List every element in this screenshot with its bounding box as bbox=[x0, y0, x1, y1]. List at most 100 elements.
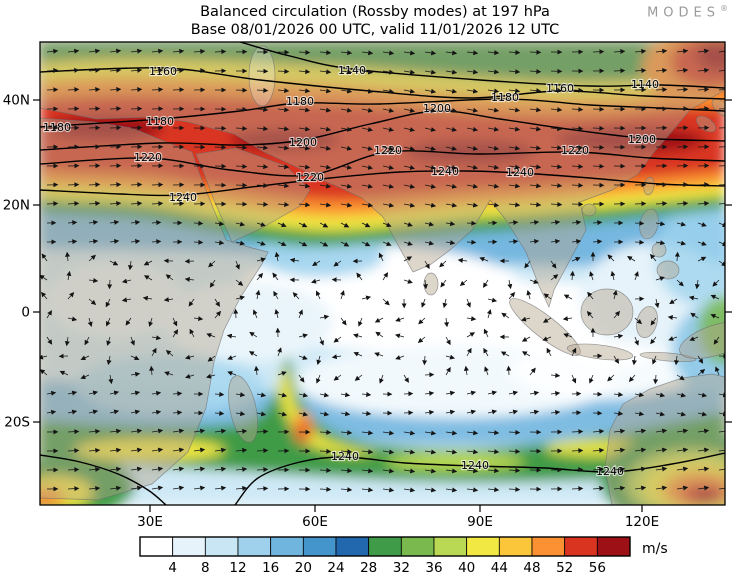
wind-arrow bbox=[340, 145, 353, 151]
wind-arrow bbox=[256, 257, 266, 263]
wind-arrow bbox=[508, 239, 519, 245]
wind-arrow bbox=[235, 447, 248, 453]
wind-arrow bbox=[613, 392, 624, 397]
wind-arrow bbox=[80, 355, 90, 361]
wind-arrow bbox=[563, 333, 573, 338]
wind-arrow bbox=[650, 336, 657, 345]
wind-arrow bbox=[382, 487, 395, 493]
colorbar-tick-label: 12 bbox=[229, 560, 246, 574]
wind-arrow bbox=[340, 202, 353, 208]
wind-arrow bbox=[697, 466, 710, 472]
wind-arrow bbox=[697, 256, 707, 262]
wind-arrow bbox=[121, 278, 132, 284]
wind-arrow bbox=[130, 182, 143, 188]
wind-arrow bbox=[46, 48, 59, 54]
wind-arrow bbox=[483, 347, 489, 357]
wind-arrow bbox=[193, 239, 204, 245]
wind-arrow bbox=[353, 333, 363, 339]
wind-arrow bbox=[508, 183, 521, 189]
wind-arrow bbox=[256, 145, 269, 151]
wind-arrow bbox=[550, 274, 559, 281]
wind-arrow bbox=[676, 485, 689, 491]
wind-arrow bbox=[214, 447, 227, 453]
wind-arrow bbox=[80, 374, 90, 380]
wind-arrow bbox=[193, 68, 206, 74]
wind-arrow bbox=[193, 447, 206, 453]
wind-arrow bbox=[319, 107, 332, 113]
wind-arrow bbox=[298, 145, 311, 151]
wind-arrow bbox=[256, 201, 269, 207]
colorbar-cell bbox=[498, 536, 533, 557]
wind-arrow bbox=[340, 69, 353, 75]
wind-arrow bbox=[529, 68, 542, 74]
wind-arrow bbox=[592, 485, 605, 491]
wind-arrow bbox=[340, 449, 353, 455]
wind-arrow bbox=[613, 466, 626, 472]
wind-arrow bbox=[107, 279, 113, 290]
wind-arrow bbox=[84, 336, 90, 346]
wind-arrow bbox=[466, 449, 479, 455]
wind-arrow bbox=[628, 374, 636, 383]
wind-arrow bbox=[403, 241, 413, 246]
wind-arrow bbox=[508, 390, 519, 396]
wind-arrow bbox=[676, 466, 689, 472]
contour-label: 1160 bbox=[546, 82, 574, 95]
wind-arrow bbox=[508, 409, 519, 415]
wind-arrow bbox=[487, 183, 500, 189]
wind-arrow bbox=[382, 298, 390, 306]
wind-arrow bbox=[676, 374, 685, 381]
wind-arrow bbox=[571, 238, 582, 244]
wind-arrow bbox=[46, 336, 53, 345]
wind-arrow bbox=[378, 252, 384, 262]
wind-arrow bbox=[206, 373, 216, 379]
wind-arrow bbox=[88, 219, 99, 225]
wind-arrow bbox=[718, 89, 725, 91]
wind-arrow bbox=[67, 292, 75, 300]
wind-arrow bbox=[361, 449, 374, 455]
wind-arrow bbox=[571, 257, 581, 262]
wind-arrow bbox=[487, 430, 500, 436]
wind-arrow bbox=[712, 279, 720, 287]
wind-arrow bbox=[256, 164, 269, 170]
wind-arrow bbox=[403, 430, 416, 436]
wind-arrow bbox=[697, 411, 708, 417]
wind-arrow bbox=[256, 126, 269, 132]
land-arabia bbox=[195, 147, 311, 243]
wind-arrow bbox=[676, 447, 689, 453]
wind-arrow bbox=[634, 392, 645, 398]
wind-arrow bbox=[653, 374, 659, 385]
wind-arrow bbox=[109, 48, 122, 54]
wind-arrow bbox=[130, 355, 140, 361]
colorbar-units-label: m/s bbox=[642, 541, 668, 557]
wind-arrow bbox=[403, 183, 416, 189]
wind-arrow bbox=[130, 409, 141, 415]
wind-arrow bbox=[466, 409, 477, 415]
wind-arrow bbox=[654, 298, 660, 309]
wind-arrow bbox=[127, 260, 133, 271]
wind-arrow bbox=[67, 239, 78, 245]
wind-arrow bbox=[718, 203, 725, 205]
contour-line bbox=[239, 42, 725, 89]
contour-line bbox=[40, 454, 167, 505]
wind-arrow bbox=[466, 347, 472, 357]
wind-arrow bbox=[674, 355, 679, 366]
land-hainan bbox=[581, 203, 597, 217]
wind-arrow bbox=[130, 48, 143, 54]
contour-label: 1240 bbox=[506, 166, 534, 179]
wind-arrow bbox=[550, 126, 563, 132]
wind-arrow bbox=[422, 355, 428, 366]
wind-arrow bbox=[424, 372, 435, 378]
wind-arrow bbox=[529, 126, 542, 132]
wind-arrow bbox=[445, 354, 456, 360]
wind-arrow bbox=[418, 317, 426, 325]
wind-arrow bbox=[130, 67, 143, 73]
contour-line bbox=[40, 110, 725, 151]
wind-arrow bbox=[88, 466, 101, 472]
wind-arrow bbox=[466, 126, 479, 132]
wind-arrow bbox=[274, 308, 280, 319]
wind-arrow bbox=[550, 145, 563, 151]
wind-arrow bbox=[88, 254, 96, 262]
wind-arrow bbox=[88, 48, 101, 54]
wind-arrow bbox=[254, 365, 260, 376]
wind-arrow bbox=[507, 279, 513, 290]
